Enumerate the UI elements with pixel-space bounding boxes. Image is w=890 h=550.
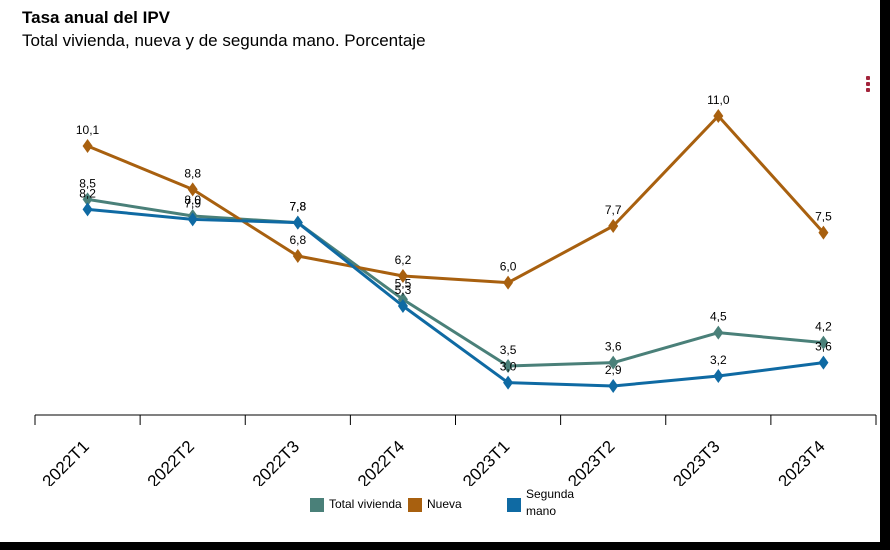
- data-point-marker: [397, 299, 408, 313]
- data-point-marker: [608, 355, 619, 370]
- x-axis-tick-label: 2023T1: [459, 437, 513, 486]
- series-line: [86, 114, 825, 285]
- legend: Total vivienda Nueva Segunda mano: [0, 486, 880, 526]
- line-chart: 2022T1 2022T2 2022T3 2022T4 2023T1 2023T2 2023…: [34, 93, 877, 486]
- series-line: [87, 207, 824, 388]
- data-point-marker: [397, 269, 408, 283]
- x-axis-tick-label: 2023T4: [775, 437, 829, 486]
- data-label: 7,9: [184, 196, 201, 210]
- data-label: 3,6: [605, 340, 622, 354]
- data-point-marker: [187, 182, 198, 197]
- data-label: 6,0: [500, 260, 517, 274]
- data-point-marker: [82, 139, 93, 153]
- data-point-marker: [503, 375, 514, 390]
- data-label: 7,8: [289, 200, 306, 214]
- x-axis-tick-label: 2023T3: [669, 437, 723, 486]
- x-axis-tick-label: 2022T1: [39, 437, 93, 486]
- data-label: 8,2: [79, 186, 96, 200]
- data-label: 5,5: [395, 276, 412, 290]
- data-label: 7,5: [815, 210, 832, 224]
- data-label: 2,9: [605, 363, 622, 377]
- data-label: 8,0: [184, 193, 201, 207]
- chart-subtitle: Total vivienda, nueva y de segunda mano.…: [22, 31, 426, 50]
- x-axis-tick-label: 2022T2: [144, 437, 198, 486]
- data-point-marker: [82, 202, 93, 217]
- data-point-marker: [503, 359, 514, 373]
- legend-swatch-segunda-mano: [507, 498, 521, 512]
- data-point-marker: [82, 192, 93, 207]
- x-axis-tick-label: 2022T3: [249, 437, 303, 486]
- chart-title: Tasa anual del IPV: [22, 8, 171, 27]
- data-point-marker: [713, 325, 724, 340]
- data-label: 6,8: [289, 233, 306, 247]
- series-line: [87, 197, 824, 368]
- legend-swatch-nueva: [408, 498, 422, 512]
- data-label: 4,5: [710, 310, 727, 324]
- data-label: 6,2: [395, 253, 412, 267]
- legend-item-nueva[interactable]: Nueva: [408, 486, 462, 513]
- legend-swatch-total-vivienda: [310, 498, 324, 512]
- legend-label-nueva: Nueva: [427, 497, 462, 511]
- data-label: 4,2: [815, 320, 832, 334]
- x-axis-tick-label: 2022T4: [354, 437, 408, 486]
- x-axis-tick-label: 2023T2: [564, 437, 618, 486]
- data-point-marker: [292, 249, 303, 263]
- data-point-marker: [818, 355, 829, 370]
- data-label: 8,5: [79, 176, 96, 190]
- data-point-marker: [292, 215, 303, 230]
- data-label: 8,8: [184, 166, 201, 180]
- data-point-marker: [713, 109, 724, 123]
- data-point-marker: [713, 369, 724, 383]
- chart-frame: Tasa anual del IPV Total vivienda, nueva…: [0, 0, 880, 542]
- legend-item-segunda-mano[interactable]: Segunda mano: [507, 486, 586, 520]
- data-label: 3,6: [815, 340, 832, 354]
- data-point-marker: [187, 212, 198, 227]
- data-point-marker: [608, 219, 619, 233]
- data-label: 7,7: [605, 203, 622, 217]
- legend-item-total-vivienda[interactable]: Total vivienda: [310, 486, 402, 513]
- data-label: 5,3: [395, 283, 412, 297]
- data-point-marker: [608, 379, 619, 393]
- data-label: 7,8: [289, 200, 306, 214]
- data-label: 11,0: [707, 93, 730, 107]
- data-label: 10,1: [76, 123, 100, 137]
- data-point-marker: [818, 225, 829, 240]
- data-point-marker: [818, 335, 829, 350]
- data-label: 3,0: [500, 360, 517, 374]
- legend-label-total-vivienda: Total vivienda: [329, 497, 402, 511]
- data-point-marker: [503, 275, 514, 290]
- kebab-menu-icon[interactable]: [864, 76, 872, 96]
- data-label: 3,2: [710, 353, 727, 367]
- data-label: 3,5: [500, 343, 517, 357]
- legend-label-segunda-mano: Segunda mano: [526, 487, 575, 518]
